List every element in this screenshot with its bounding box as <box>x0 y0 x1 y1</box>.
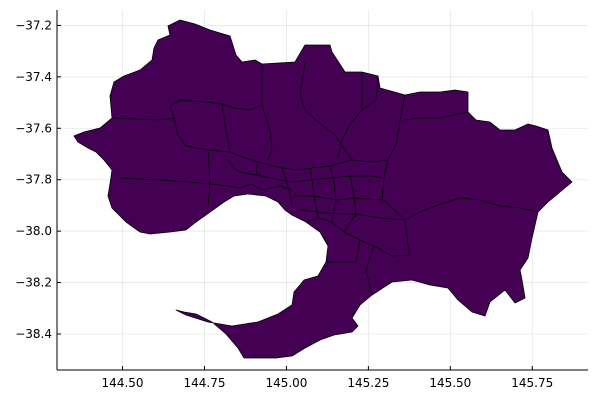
y-tick-label: −37.8 <box>15 173 52 187</box>
map-regions <box>73 19 573 359</box>
boundary-line <box>294 195 383 201</box>
axes <box>56 10 588 371</box>
boundary-line <box>326 239 361 263</box>
boundary-line <box>255 161 263 177</box>
y-tick-label: −37.4 <box>15 70 52 84</box>
boundary-line <box>404 197 539 256</box>
y-tick-label: −37.6 <box>15 121 52 135</box>
x-tick-label: 145.25 <box>347 376 389 390</box>
x-tick-label: 144.75 <box>184 376 226 390</box>
boundary-line <box>365 245 375 296</box>
boundary-line <box>305 217 411 257</box>
boundary-line <box>329 165 337 223</box>
x-tick-label: 145.50 <box>429 376 471 390</box>
boundary-line <box>281 167 293 206</box>
x-tick-label: 145.75 <box>511 376 553 390</box>
boundary-line <box>309 167 319 219</box>
boundary-line <box>404 111 469 121</box>
boundary-line <box>337 75 379 159</box>
boundary-line <box>239 171 385 183</box>
boundary-line <box>381 94 406 201</box>
x-tick-label: 144.50 <box>102 376 144 390</box>
boundary-line <box>111 64 263 121</box>
y-tick-label: −38.0 <box>15 224 52 238</box>
boundary-line <box>173 117 246 159</box>
boundary-line <box>227 159 241 173</box>
boundary-line <box>299 209 406 221</box>
y-tick-label: −38.2 <box>15 276 52 290</box>
y-tick-label: −37.2 <box>15 18 52 32</box>
metro-region-shape <box>73 19 573 359</box>
lga-boundaries <box>111 61 539 296</box>
boundary-line <box>244 157 389 171</box>
y-axis-ticks: −37.2 −37.4 −37.6 −37.8 −38.0 −38.2 −38.4 <box>15 18 61 341</box>
boundary-line <box>221 103 231 153</box>
boundary-line <box>343 175 357 233</box>
boundary-line <box>383 199 406 221</box>
boundary-line <box>251 183 293 191</box>
boundary-line <box>207 149 211 206</box>
y-tick-label: −38.4 <box>15 327 52 341</box>
x-axis-ticks: 144.50 144.75 145.00 145.25 145.50 145.75 <box>102 366 553 390</box>
boundary-line <box>261 104 273 161</box>
boundary-line <box>299 61 353 161</box>
x-tick-label: 145.00 <box>265 376 307 390</box>
